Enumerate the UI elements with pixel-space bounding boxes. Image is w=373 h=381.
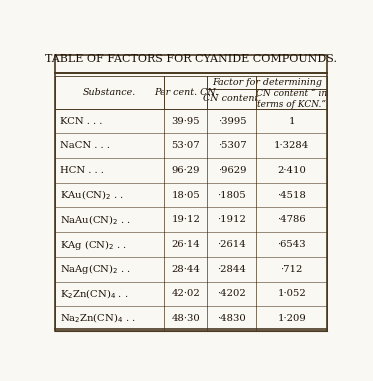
- Text: CN content.: CN content.: [203, 94, 261, 104]
- Text: 1: 1: [288, 117, 295, 126]
- Text: KCN . . .: KCN . . .: [60, 117, 102, 126]
- Text: ·4518: ·4518: [277, 190, 306, 200]
- Text: 42·02: 42·02: [171, 289, 200, 298]
- Text: ·4202: ·4202: [217, 289, 246, 298]
- Text: ·1805: ·1805: [217, 190, 246, 200]
- Text: 19·12: 19·12: [171, 215, 200, 224]
- Text: TABLE OF FACTORS FOR CYANIDE COMPOUNDS.: TABLE OF FACTORS FOR CYANIDE COMPOUNDS.: [45, 54, 337, 64]
- Text: ·2844: ·2844: [217, 265, 246, 274]
- Text: Na$_2$Zn(CN)$_4$ . .: Na$_2$Zn(CN)$_4$ . .: [60, 312, 135, 325]
- Text: 26·14: 26·14: [171, 240, 200, 249]
- Text: ·4786: ·4786: [278, 215, 306, 224]
- Text: 96·29: 96·29: [172, 166, 200, 175]
- Text: HCN . . .: HCN . . .: [60, 166, 104, 175]
- Text: 48·30: 48·30: [171, 314, 200, 323]
- Text: ·9629: ·9629: [218, 166, 246, 175]
- Text: ·2614: ·2614: [217, 240, 246, 249]
- Text: Substance.: Substance.: [83, 88, 136, 97]
- Text: Per cent. CN.: Per cent. CN.: [154, 88, 218, 97]
- Text: 1·3284: 1·3284: [274, 141, 309, 150]
- Text: 28·44: 28·44: [171, 265, 200, 274]
- Text: ·4830: ·4830: [217, 314, 246, 323]
- Text: ·1912: ·1912: [217, 215, 246, 224]
- Text: CN content “ in
terms of KCN.”: CN content “ in terms of KCN.”: [256, 89, 327, 109]
- Text: NaCN . . .: NaCN . . .: [60, 141, 110, 150]
- Text: NaAu(CN)$_2$ . .: NaAu(CN)$_2$ . .: [60, 213, 131, 227]
- Text: KAu(CN)$_2$ . .: KAu(CN)$_2$ . .: [60, 188, 123, 202]
- Text: 1·052: 1·052: [278, 289, 306, 298]
- Text: ·6543: ·6543: [278, 240, 306, 249]
- Text: K$_2$Zn(CN)$_4$ . .: K$_2$Zn(CN)$_4$ . .: [60, 287, 128, 301]
- Text: Factor for determining: Factor for determining: [212, 78, 322, 87]
- Text: KAg (CN)$_2$ . .: KAg (CN)$_2$ . .: [60, 237, 127, 251]
- Text: 39·95: 39·95: [172, 117, 200, 126]
- Text: ·712: ·712: [280, 265, 303, 274]
- Text: 18·05: 18·05: [171, 190, 200, 200]
- Text: ·3995: ·3995: [217, 117, 246, 126]
- Text: ·5307: ·5307: [217, 141, 246, 150]
- Text: 2·410: 2·410: [277, 166, 306, 175]
- Text: 1·209: 1·209: [278, 314, 306, 323]
- Text: 53·07: 53·07: [172, 141, 200, 150]
- Text: NaAg(CN)$_2$ . .: NaAg(CN)$_2$ . .: [60, 262, 131, 276]
